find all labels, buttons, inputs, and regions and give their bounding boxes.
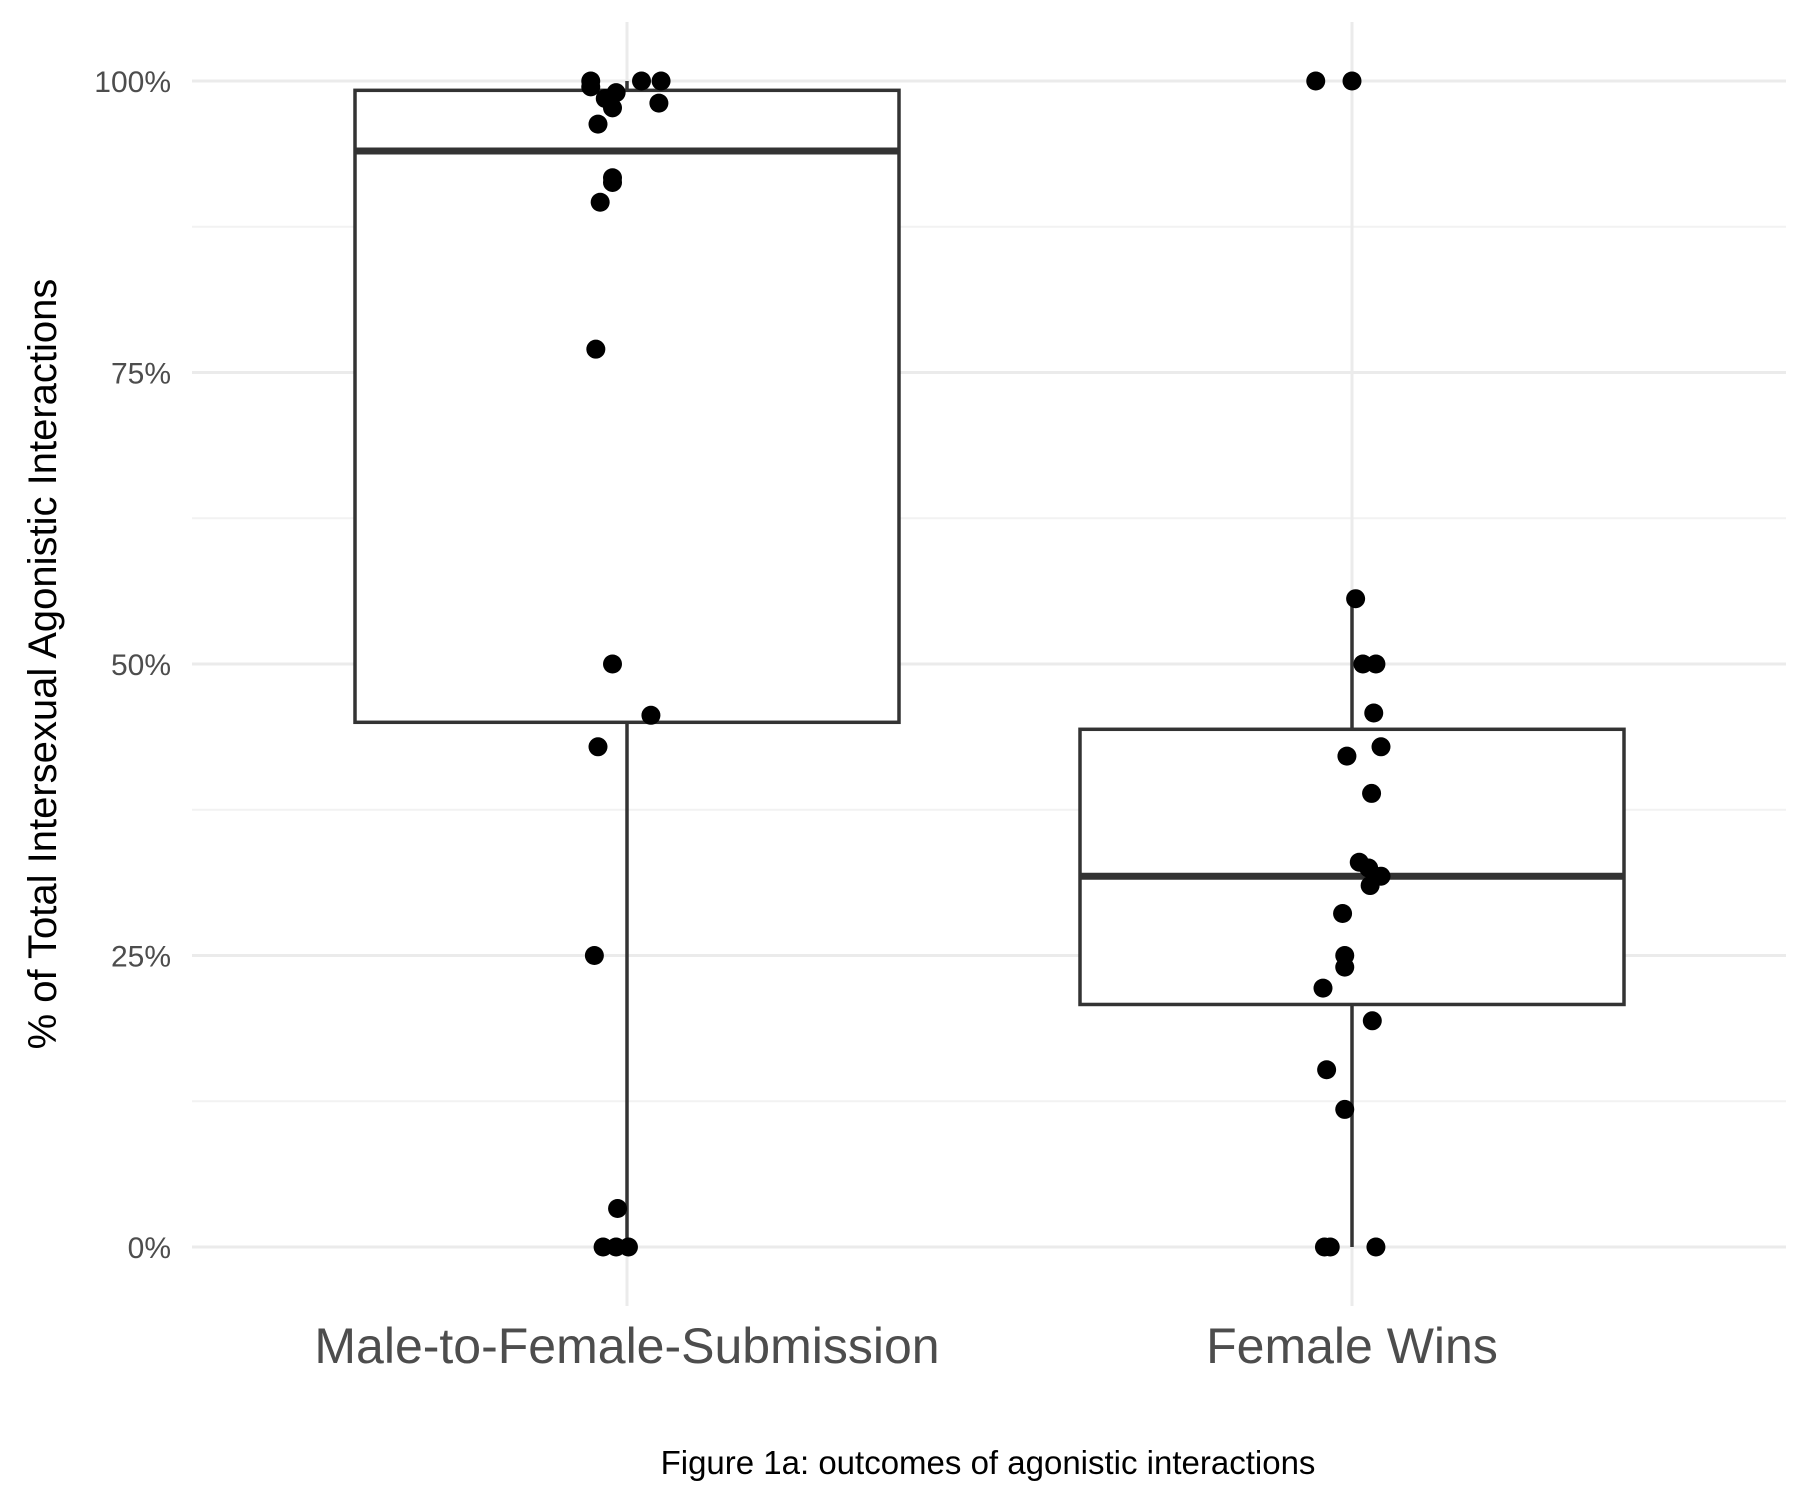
- data-point: [586, 339, 606, 359]
- y-axis-title: % of Total Intersexual Agonistic Interac…: [21, 279, 65, 1050]
- data-point: [1346, 589, 1366, 609]
- data-point: [1335, 957, 1355, 977]
- x-category-label: Male-to-Female-Submission: [314, 1318, 939, 1374]
- data-point: [588, 114, 608, 134]
- data-point: [603, 654, 622, 674]
- figure-caption: Figure 1a: outcomes of agonistic interac…: [661, 1444, 1316, 1481]
- data-point: [603, 172, 622, 192]
- data-point: [641, 705, 661, 725]
- box-iqr: [353, 88, 901, 725]
- data-point: [608, 1199, 628, 1219]
- data-point: [1342, 71, 1362, 91]
- data-point: [1313, 978, 1333, 998]
- data-point: [603, 98, 622, 118]
- data-point: [581, 77, 601, 97]
- data-point: [1366, 654, 1386, 674]
- data-point: [1333, 904, 1353, 924]
- data-point: [1362, 1011, 1382, 1031]
- data-point: [1317, 1060, 1337, 1080]
- y-tick-label: 25%: [111, 941, 171, 974]
- data-point: [632, 71, 651, 91]
- x-axis-categories: Male-to-Female-Submission Female Wins: [314, 1318, 1497, 1374]
- x-category-label: Female Wins: [1206, 1318, 1498, 1374]
- data-point: [606, 83, 626, 103]
- data-point: [1306, 71, 1326, 91]
- data-point: [649, 93, 669, 113]
- data-point: [1353, 654, 1373, 674]
- data-point: [1366, 1237, 1386, 1257]
- data-point: [1320, 1237, 1340, 1257]
- data-point: [1364, 703, 1384, 723]
- data-point: [1371, 737, 1391, 757]
- y-tick-label: 50%: [111, 649, 171, 682]
- data-point: [590, 192, 610, 212]
- data-point: [593, 1237, 613, 1257]
- data-point: [1362, 783, 1382, 803]
- data-point: [1360, 876, 1380, 896]
- data-point: [1335, 1099, 1355, 1119]
- data-point: [584, 946, 604, 965]
- y-tick-label: 0%: [128, 1232, 171, 1265]
- data-point: [588, 737, 608, 757]
- data-points: [581, 71, 1391, 1257]
- data-point: [1337, 746, 1357, 766]
- data-point: [651, 71, 671, 91]
- y-tick-label: 100%: [94, 66, 171, 99]
- y-tick-label: 75%: [111, 358, 171, 391]
- data-point: [618, 1237, 638, 1257]
- y-axis-ticks: 0% 25% 50% 75% 100%: [94, 66, 171, 1265]
